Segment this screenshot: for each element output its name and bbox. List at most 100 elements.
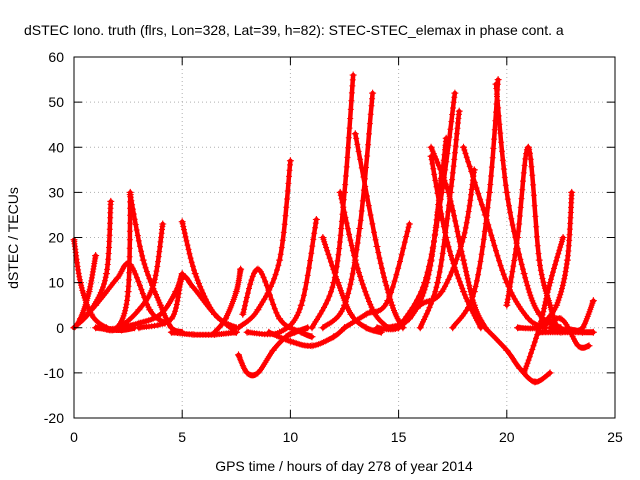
data-point (308, 324, 316, 332)
data-point (211, 310, 219, 318)
data-point (254, 306, 262, 314)
x-tick-label: 0 (70, 429, 78, 445)
y-tick-label: 20 (48, 230, 64, 246)
data-point (336, 188, 344, 196)
x-axis-label: GPS time / hours of day 278 of year 2014 (215, 458, 473, 474)
x-tick-label: 20 (499, 429, 515, 445)
series-arc-28 (449, 76, 502, 332)
data-point (92, 252, 100, 260)
data-point (191, 270, 199, 278)
data-point (362, 324, 370, 332)
series-arc-22 (341, 220, 413, 332)
data-point (405, 220, 413, 228)
data-point (503, 301, 511, 309)
x-tick-labels: 0 5 10 15 20 25 (70, 429, 623, 445)
series-arc-37 (503, 143, 561, 332)
series-arc-40 (395, 166, 478, 332)
series-group (70, 71, 597, 386)
data-point (167, 328, 175, 336)
data-point (234, 324, 242, 332)
data-point (442, 134, 450, 142)
data-point (388, 301, 396, 309)
data-point (460, 288, 468, 296)
data-point (520, 270, 528, 278)
data-point (438, 288, 446, 296)
data-point (254, 369, 262, 377)
data-point (470, 166, 478, 174)
series-arc-18 (308, 71, 357, 332)
data-point (189, 283, 197, 291)
data-point (434, 279, 442, 287)
data-point (585, 342, 593, 350)
data-point (107, 197, 115, 205)
data-point (113, 274, 121, 282)
series-arc-19 (319, 234, 385, 336)
x-tick-label: 5 (178, 429, 186, 445)
data-point (139, 256, 147, 264)
data-point (546, 369, 554, 377)
data-point (150, 279, 158, 287)
data-point (589, 297, 597, 305)
data-point (85, 288, 93, 296)
data-point (232, 288, 240, 296)
data-point (237, 265, 245, 273)
plus-markers (168, 329, 240, 338)
data-point (157, 301, 165, 309)
data-point (146, 306, 154, 314)
data-point (276, 315, 284, 323)
data-point (362, 310, 370, 318)
data-point (559, 234, 567, 241)
series-arc-15 (239, 265, 316, 341)
y-tick-labels: -20 -10 0 10 20 30 40 50 60 (44, 49, 64, 426)
data-point (503, 346, 511, 354)
data-point (297, 328, 305, 336)
data-point (481, 211, 489, 219)
series-arc-9 (178, 218, 240, 332)
data-point (460, 143, 468, 151)
y-axis-label: dSTEC / TECUs (5, 187, 21, 289)
data-point (553, 301, 561, 309)
data-point (524, 315, 532, 323)
series-arc-16 (243, 215, 320, 338)
ticks (73, 56, 616, 419)
data-point (589, 328, 597, 336)
data-point (334, 279, 342, 287)
data-point (568, 188, 576, 196)
data-point (87, 306, 95, 314)
x-tick-label: 10 (283, 429, 299, 445)
series-arc-7 (92, 220, 167, 333)
data-point (444, 188, 452, 196)
data-point (254, 265, 262, 273)
data-point (232, 328, 240, 336)
series-line (353, 131, 406, 331)
y-tick-label: 30 (48, 184, 64, 200)
data-point (535, 328, 543, 336)
data-point (135, 306, 143, 314)
series-arc-36 (535, 328, 597, 336)
data-point (563, 256, 571, 264)
data-point (514, 234, 522, 241)
y-tick-label: 40 (48, 139, 64, 155)
y-tick-label: 50 (48, 94, 64, 110)
data-point (135, 324, 143, 332)
data-point (460, 234, 468, 241)
series-arc-12 (211, 265, 245, 336)
series-arc-33 (514, 315, 593, 351)
data-point (178, 274, 186, 282)
grid (74, 57, 615, 418)
data-point (211, 328, 219, 336)
series-arc-5 (96, 188, 134, 334)
data-point (351, 130, 359, 138)
data-point (221, 315, 229, 323)
data-point (312, 215, 320, 223)
data-point (189, 331, 197, 339)
data-point (524, 143, 532, 151)
y-tick-label: -10 (44, 365, 64, 381)
data-point (451, 89, 459, 97)
series-arc-21 (336, 188, 392, 332)
data-point (384, 324, 392, 332)
data-point (286, 337, 294, 345)
data-point (92, 324, 100, 332)
data-point (514, 324, 522, 332)
